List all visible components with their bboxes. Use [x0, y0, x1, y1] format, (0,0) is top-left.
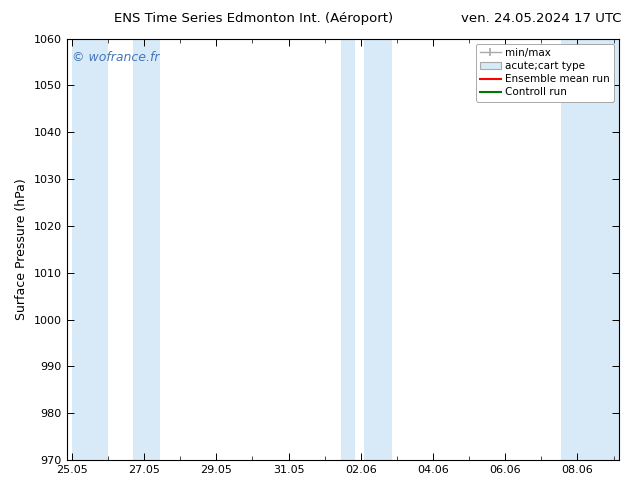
Text: © wofrance.fr: © wofrance.fr	[72, 51, 160, 64]
Bar	[365, 39, 392, 460]
Legend: min/max, acute;cart type, Ensemble mean run, Controll run: min/max, acute;cart type, Ensemble mean …	[476, 44, 614, 101]
Bar	[341, 39, 356, 460]
Bar	[133, 39, 160, 460]
Bar	[561, 39, 619, 460]
Bar	[72, 39, 108, 460]
Text: ven. 24.05.2024 17 UTC: ven. 24.05.2024 17 UTC	[461, 12, 621, 25]
Text: ENS Time Series Edmonton Int. (Aéroport): ENS Time Series Edmonton Int. (Aéroport)	[114, 12, 393, 25]
Y-axis label: Surface Pressure (hPa): Surface Pressure (hPa)	[15, 178, 28, 320]
